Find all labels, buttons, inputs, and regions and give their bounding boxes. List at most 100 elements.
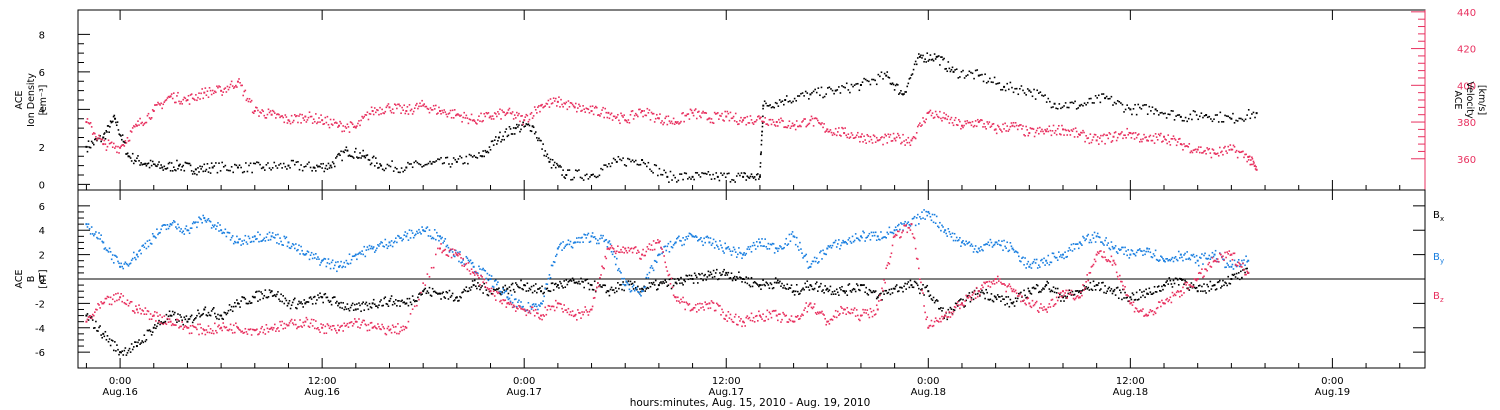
fill-dot [310, 251, 313, 254]
fill-dot [384, 238, 387, 241]
fill-dot [702, 244, 704, 247]
fill-dot [637, 115, 639, 118]
data-point [321, 119, 324, 122]
fill-dot [587, 314, 590, 316]
fill-dot [988, 121, 991, 123]
fill-dot [297, 248, 299, 251]
fill-dot [664, 117, 667, 120]
fill-dot [531, 306, 534, 309]
fill-dot [634, 246, 637, 248]
fill-dot [529, 130, 532, 132]
fill-dot [709, 307, 712, 309]
fill-dot [1119, 133, 1121, 136]
fill-dot [390, 295, 393, 297]
fill-dot [638, 164, 640, 166]
fill-dot [97, 302, 99, 305]
fill-dot [561, 249, 563, 251]
fill-dot [473, 120, 476, 123]
fill-dot [120, 293, 122, 295]
fill-dot [547, 289, 550, 292]
fill-dot [118, 353, 120, 356]
fill-dot [987, 298, 990, 301]
fill-dot [1055, 133, 1058, 136]
fill-dot [355, 147, 357, 150]
fill-dot [726, 246, 729, 249]
fill-dot [316, 327, 318, 330]
fill-dot [298, 168, 301, 171]
fill-dot [702, 279, 704, 282]
fill-dot [96, 329, 98, 332]
fill-dot [116, 344, 118, 346]
fill-dot [680, 298, 682, 301]
fill-dot [1193, 149, 1196, 151]
fill-dot [1251, 113, 1253, 115]
fill-dot [509, 289, 512, 292]
fill-dot [697, 303, 699, 305]
fill-dot [260, 327, 262, 330]
data-point [85, 121, 88, 124]
fill-dot [681, 300, 683, 303]
fill-dot [842, 86, 845, 88]
data-point [85, 314, 88, 317]
fill-dot [109, 251, 112, 253]
fill-dot [99, 135, 101, 137]
fill-dot [463, 265, 466, 268]
fill-dot [176, 159, 178, 162]
fill-dot [400, 112, 402, 115]
fill-dot [622, 116, 624, 118]
fill-dot [110, 303, 113, 306]
fill-dot [408, 297, 411, 300]
fill-dot [1117, 297, 1120, 300]
data-point [178, 164, 181, 167]
fill-dot [990, 125, 993, 127]
fill-dot [273, 236, 276, 239]
fill-dot [139, 117, 141, 120]
fill-dot [722, 250, 724, 252]
fill-dot [469, 273, 472, 275]
fill-dot [950, 236, 953, 238]
fill-dot [182, 164, 185, 167]
fill-dot [222, 318, 225, 320]
fill-dot [165, 323, 168, 326]
fill-dot [744, 254, 746, 256]
fill-dot [506, 135, 509, 138]
fill-dot [109, 344, 112, 347]
fill-dot [1194, 148, 1197, 151]
fill-dot [1254, 116, 1256, 119]
fill-dot [1105, 292, 1107, 294]
data-point [977, 247, 980, 250]
fill-dot [262, 297, 265, 300]
fill-dot [1238, 278, 1241, 281]
fill-dot [658, 167, 661, 170]
fill-dot [1234, 264, 1237, 267]
fill-dot [161, 225, 163, 227]
fill-dot [160, 321, 162, 323]
fill-dot [885, 134, 887, 137]
fill-dot [240, 84, 242, 87]
fill-dot [612, 250, 615, 253]
fill-dot [865, 142, 868, 144]
fill-dot [700, 116, 702, 119]
fill-dot [926, 52, 929, 54]
fill-dot [538, 105, 540, 107]
fill-dot [804, 254, 806, 257]
fill-dot [230, 329, 233, 331]
fill-dot [239, 81, 241, 84]
fill-dot [920, 288, 922, 291]
fill-dot [668, 251, 671, 253]
fill-dot [215, 329, 217, 332]
fill-dot [673, 242, 676, 245]
fill-dot [467, 259, 470, 262]
fill-dot [793, 236, 796, 238]
fill-dot [532, 115, 535, 117]
fill-dot [644, 162, 647, 165]
fill-dot [664, 245, 667, 248]
fill-dot [959, 237, 961, 239]
fill-dot [875, 136, 878, 139]
data-point [1129, 296, 1132, 299]
data-point [556, 284, 559, 287]
fill-dot [589, 240, 592, 243]
fill-dot [1144, 296, 1146, 299]
data-point [169, 320, 172, 323]
fill-dot [232, 324, 235, 327]
